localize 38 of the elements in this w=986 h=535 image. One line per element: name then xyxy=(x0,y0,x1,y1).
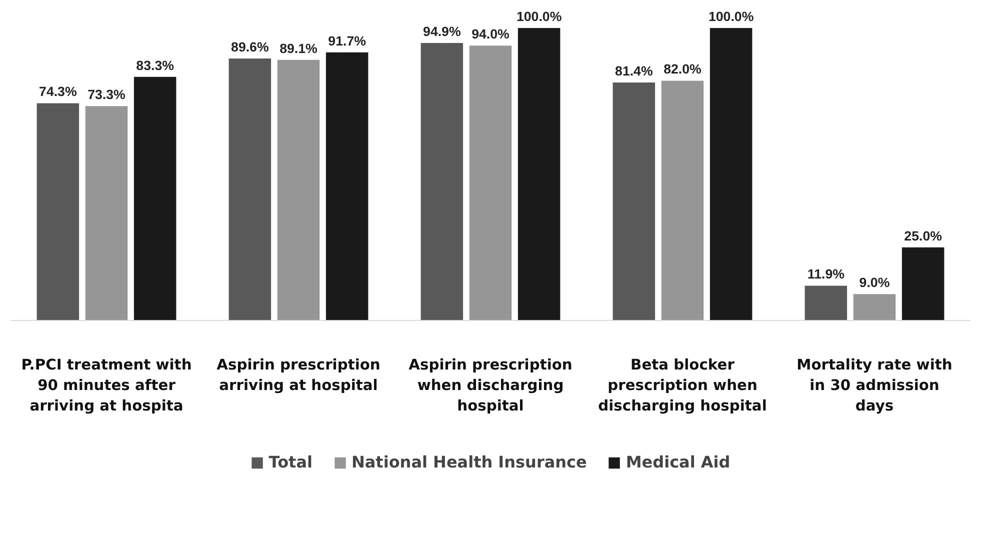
bar xyxy=(420,42,464,320)
data-label: 81.4% xyxy=(615,63,653,78)
bar xyxy=(85,106,128,320)
data-label: 100.0% xyxy=(708,9,754,24)
data-label: 73.3% xyxy=(88,87,126,102)
x-tick-label: Beta blocker prescription when discharging hospital xyxy=(598,356,767,414)
data-label: 74.3% xyxy=(39,84,77,100)
legend-label: Medical Aid xyxy=(626,452,730,472)
x-tick-label: Aspirin prescription arriving at hospital xyxy=(216,356,380,394)
data-label: 89.1% xyxy=(280,40,318,56)
bar xyxy=(36,103,80,320)
legend-label: National Health Insurance xyxy=(351,452,587,472)
bar xyxy=(804,286,848,320)
bar xyxy=(518,28,560,320)
bar xyxy=(710,28,752,320)
x-tick-label: P.PCI treatment with 90 minutes after arriving at hospita xyxy=(21,356,192,414)
x-tick-label: Aspirin prescription when discharging hospital xyxy=(408,356,572,414)
data-label: 25.0% xyxy=(904,228,942,244)
bar xyxy=(228,58,272,320)
data-label: 94.0% xyxy=(472,26,510,42)
bar xyxy=(326,52,368,320)
legend-label: Total xyxy=(268,452,312,472)
bar xyxy=(853,294,896,320)
data-label: 9.0% xyxy=(859,275,890,290)
data-label: 94.9% xyxy=(423,24,461,39)
bar xyxy=(902,247,944,320)
data-label: 82.0% xyxy=(664,62,702,77)
data-label: 11.9% xyxy=(807,266,845,282)
data-label: 83.3% xyxy=(136,58,174,73)
bar xyxy=(612,82,656,320)
data-label: 91.7% xyxy=(328,33,366,48)
bar xyxy=(134,76,176,320)
bar xyxy=(469,46,512,320)
x-tick-label: Mortality rate with in 30 admission days xyxy=(796,356,952,414)
data-label: 89.6% xyxy=(231,39,269,54)
bar xyxy=(661,80,704,320)
data-label: 100.0% xyxy=(516,9,562,24)
bar xyxy=(277,60,320,320)
